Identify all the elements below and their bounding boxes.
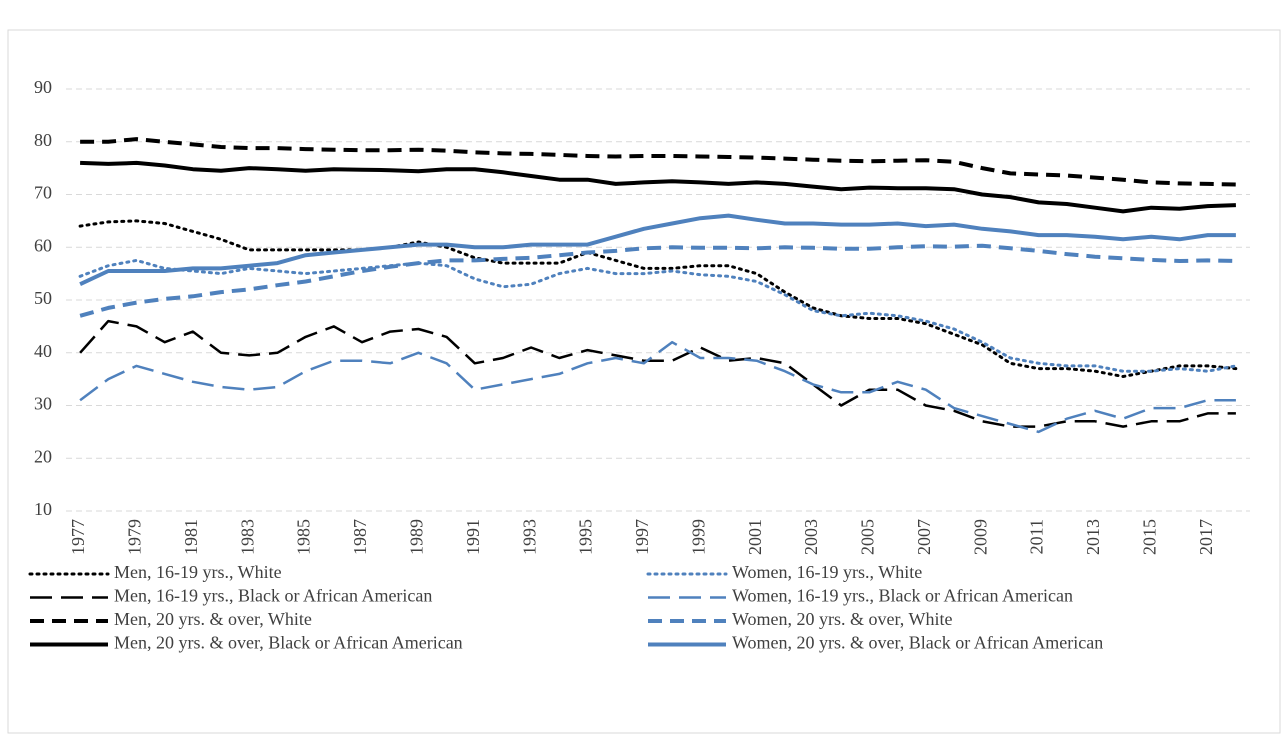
legend-label: Women, 20 yrs. & over, Black or African … xyxy=(732,633,1103,653)
y-tick-label: 50 xyxy=(34,288,52,308)
series-line xyxy=(79,213,1236,287)
legend-label: Men, 16-19 yrs., Black or African Americ… xyxy=(114,586,432,606)
x-tick-label: 2013 xyxy=(1083,519,1103,555)
y-tick-label: 70 xyxy=(34,183,52,203)
series-line xyxy=(80,160,1236,214)
x-tick-label: 1997 xyxy=(632,519,652,555)
y-tick-label: 20 xyxy=(34,446,52,466)
x-tick-label: 2017 xyxy=(1196,519,1216,555)
x-tick-label: 1983 xyxy=(237,519,257,555)
x-tick-label: 1991 xyxy=(463,519,483,555)
x-tick-label: 2001 xyxy=(745,519,765,555)
legend-label: Women, 20 yrs. & over, White xyxy=(732,609,952,629)
x-tick-label: 2011 xyxy=(1027,519,1047,554)
legend-label: Men, 20 yrs. & over, White xyxy=(114,609,312,629)
x-tick-label: 1999 xyxy=(688,519,708,555)
legend-label: Men, 16-19 yrs., White xyxy=(114,562,282,582)
y-tick-label: 30 xyxy=(34,394,52,414)
x-tick-label: 1981 xyxy=(181,519,201,555)
x-tick-label: 1977 xyxy=(68,519,88,555)
x-tick-label: 2003 xyxy=(801,519,821,555)
x-tick-label: 1987 xyxy=(350,519,370,555)
x-tick-label: 2015 xyxy=(1139,519,1159,555)
y-tick-label: 40 xyxy=(34,341,52,361)
series-line xyxy=(79,319,1236,428)
x-tick-label: 2005 xyxy=(858,519,878,555)
series-line xyxy=(78,258,1238,373)
x-tick-label: 1995 xyxy=(576,519,596,555)
y-tick-label: 10 xyxy=(34,499,52,519)
x-tick-label: 2007 xyxy=(914,519,934,555)
series-line xyxy=(80,137,1236,187)
x-tick-label: 1979 xyxy=(125,519,145,555)
series-line xyxy=(78,219,1238,378)
y-tick-label: 60 xyxy=(34,235,52,255)
legend-label: Women, 16-19 yrs., White xyxy=(732,562,922,582)
series-line xyxy=(79,243,1236,318)
legend-label: Women, 16-19 yrs., Black or African Amer… xyxy=(732,586,1073,606)
y-tick-label: 80 xyxy=(34,130,52,150)
legend-label: Men, 20 yrs. & over, Black or African Am… xyxy=(114,633,463,653)
x-tick-label: 2009 xyxy=(970,519,990,555)
x-tick-label: 1985 xyxy=(294,519,314,555)
y-tick-label: 90 xyxy=(34,77,52,97)
x-tick-label: 1989 xyxy=(407,519,427,555)
x-tick-label: 1993 xyxy=(519,519,539,555)
series-line xyxy=(79,340,1236,434)
